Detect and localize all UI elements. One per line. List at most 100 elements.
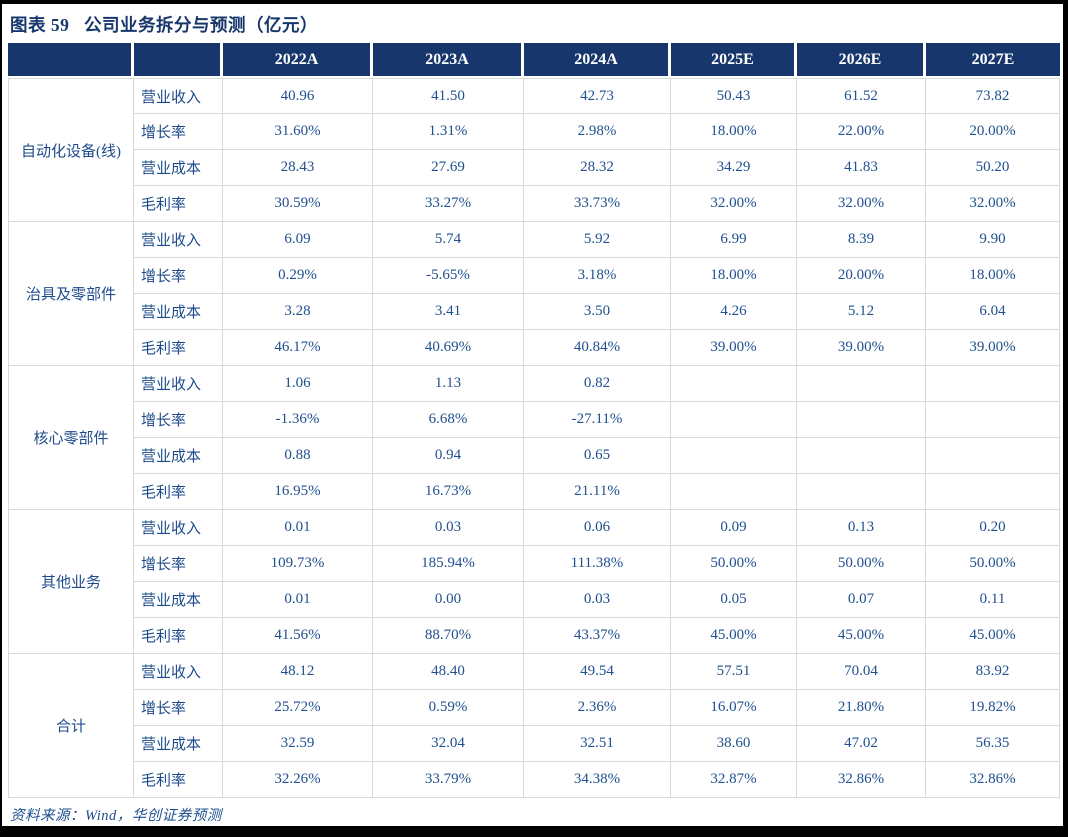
value-cell: 41.50 <box>373 78 524 114</box>
value-cell: 5.12 <box>797 294 926 330</box>
value-cell: 18.00% <box>671 114 797 150</box>
value-cell: 6.04 <box>926 294 1060 330</box>
forecast-table: 2022A 2023A 2024A 2025E 2026E 2027E 自动化设… <box>8 43 1060 798</box>
table-row: 增长率 0.29% -5.65% 3.18% 18.00% 20.00% 18.00% <box>8 258 1060 294</box>
header-row: 2022A 2023A 2024A 2025E 2026E 2027E <box>8 43 1060 78</box>
value-cell: 6.68% <box>373 402 524 438</box>
value-cell: 83.92 <box>926 654 1060 690</box>
source-note: 资料来源：Wind，华创证券预测 <box>10 808 222 824</box>
value-cell: 18.00% <box>926 258 1060 294</box>
header-cell-2023a: 2023A <box>373 43 524 78</box>
table-row: 治具及零部件 营业收入 6.09 5.74 5.92 6.99 8.39 9.90 <box>8 222 1060 366</box>
value-cell: 88.70% <box>373 618 524 654</box>
value-cell: 19.82% <box>926 690 1060 726</box>
value-cell: 5.74 <box>373 222 524 258</box>
table-row: 营业成本 3.28 3.41 3.50 4.26 5.12 6.04 <box>8 294 1060 330</box>
value-cell <box>797 474 926 510</box>
value-cell: 50.43 <box>671 78 797 114</box>
value-cell: 0.11 <box>926 582 1060 618</box>
value-cell: 3.28 <box>223 294 373 330</box>
value-cell: 21.80% <box>797 690 926 726</box>
table-row: 毛利率 30.59% 33.27% 33.73% 32.00% 32.00% 32.00% <box>8 186 1060 222</box>
metric-label: 营业收入 <box>134 78 223 114</box>
header-cell-metric <box>134 43 223 78</box>
value-cell: 25.72% <box>223 690 373 726</box>
metric-label: 毛利率 <box>134 474 223 510</box>
value-cell: 0.13 <box>797 510 926 546</box>
value-cell: 111.38% <box>524 546 671 582</box>
value-cell: 30.59% <box>223 186 373 222</box>
value-cell: 45.00% <box>671 618 797 654</box>
table-row: 其他业务 营业收入 0.01 0.03 0.06 0.09 0.13 0.20 <box>8 510 1060 654</box>
metric-label: 营业收入 <box>134 366 223 402</box>
header-cell-2026e: 2026E <box>797 43 926 78</box>
group-label: 治具及零部件 <box>8 222 134 366</box>
value-cell: 43.37% <box>524 618 671 654</box>
metric-label: 营业成本 <box>134 150 223 186</box>
value-cell: 38.60 <box>671 726 797 762</box>
value-cell: 0.94 <box>373 438 524 474</box>
value-cell: 40.69% <box>373 330 524 366</box>
value-cell: 61.52 <box>797 78 926 114</box>
table-row: 自动化设备(线) 营业收入 40.96 41.50 42.73 50.43 61.52 73.… <box>8 78 1060 222</box>
value-cell: 39.00% <box>797 330 926 366</box>
value-cell: 20.00% <box>797 258 926 294</box>
value-cell: 32.87% <box>671 762 797 798</box>
table-row: 增长率 -1.36% 6.68% -27.11% <box>8 402 1060 438</box>
value-cell: 34.29 <box>671 150 797 186</box>
value-cell: 22.00% <box>797 114 926 150</box>
value-cell: 32.04 <box>373 726 524 762</box>
value-cell: 0.88 <box>223 438 373 474</box>
metric-label: 毛利率 <box>134 618 223 654</box>
value-cell: 0.06 <box>524 510 671 546</box>
value-cell: 6.99 <box>671 222 797 258</box>
value-cell: 32.00% <box>797 186 926 222</box>
metric-label: 增长率 <box>134 546 223 582</box>
value-cell: 32.86% <box>926 762 1060 798</box>
value-cell: 3.41 <box>373 294 524 330</box>
metric-label: 营业成本 <box>134 438 223 474</box>
value-cell: 56.35 <box>926 726 1060 762</box>
table-row: 核心零部件 营业收入 1.06 1.13 0.82 <box>8 366 1060 510</box>
metric-label: 增长率 <box>134 690 223 726</box>
metric-label: 增长率 <box>134 258 223 294</box>
value-cell: 3.18% <box>524 258 671 294</box>
value-cell: 50.20 <box>926 150 1060 186</box>
metric-label: 营业收入 <box>134 222 223 258</box>
value-cell: 2.98% <box>524 114 671 150</box>
table-row: 合计 营业收入 48.12 48.40 49.54 57.51 70.04 83.92 <box>8 654 1060 798</box>
value-cell: 0.07 <box>797 582 926 618</box>
table-row: 营业成本 28.43 27.69 28.32 34.29 41.83 50.20 <box>8 150 1060 186</box>
value-cell: 32.00% <box>926 186 1060 222</box>
table-row: 营业成本 0.88 0.94 0.65 <box>8 438 1060 474</box>
value-cell: 49.54 <box>524 654 671 690</box>
report-figure-panel: 图表 59 公司业务拆分与预测（亿元） 2022A 2023A 2024A 20… <box>2 4 1063 826</box>
value-cell: 1.13 <box>373 366 524 402</box>
metric-label: 营业成本 <box>134 294 223 330</box>
header-cell-2027e: 2027E <box>926 43 1060 78</box>
value-cell: 39.00% <box>671 330 797 366</box>
value-cell: 48.12 <box>223 654 373 690</box>
metric-label: 营业收入 <box>134 510 223 546</box>
value-cell: 18.00% <box>671 258 797 294</box>
metric-label: 营业成本 <box>134 582 223 618</box>
value-cell: 185.94% <box>373 546 524 582</box>
value-cell: 0.01 <box>223 510 373 546</box>
value-cell: 40.84% <box>524 330 671 366</box>
value-cell: 45.00% <box>926 618 1060 654</box>
metric-label: 毛利率 <box>134 762 223 798</box>
value-cell: 4.26 <box>671 294 797 330</box>
value-cell: 45.00% <box>797 618 926 654</box>
value-cell: 21.11% <box>524 474 671 510</box>
value-cell: 16.73% <box>373 474 524 510</box>
value-cell: 31.60% <box>223 114 373 150</box>
metric-label: 增长率 <box>134 402 223 438</box>
value-cell: 32.86% <box>797 762 926 798</box>
table-row: 营业成本 32.59 32.04 32.51 38.60 47.02 56.35 <box>8 726 1060 762</box>
value-cell: 70.04 <box>797 654 926 690</box>
value-cell: 2.36% <box>524 690 671 726</box>
value-cell: 32.26% <box>223 762 373 798</box>
table-row: 增长率 109.73% 185.94% 111.38% 50.00% 50.00% 50.0… <box>8 546 1060 582</box>
group-label: 核心零部件 <box>8 366 134 510</box>
value-cell: -5.65% <box>373 258 524 294</box>
